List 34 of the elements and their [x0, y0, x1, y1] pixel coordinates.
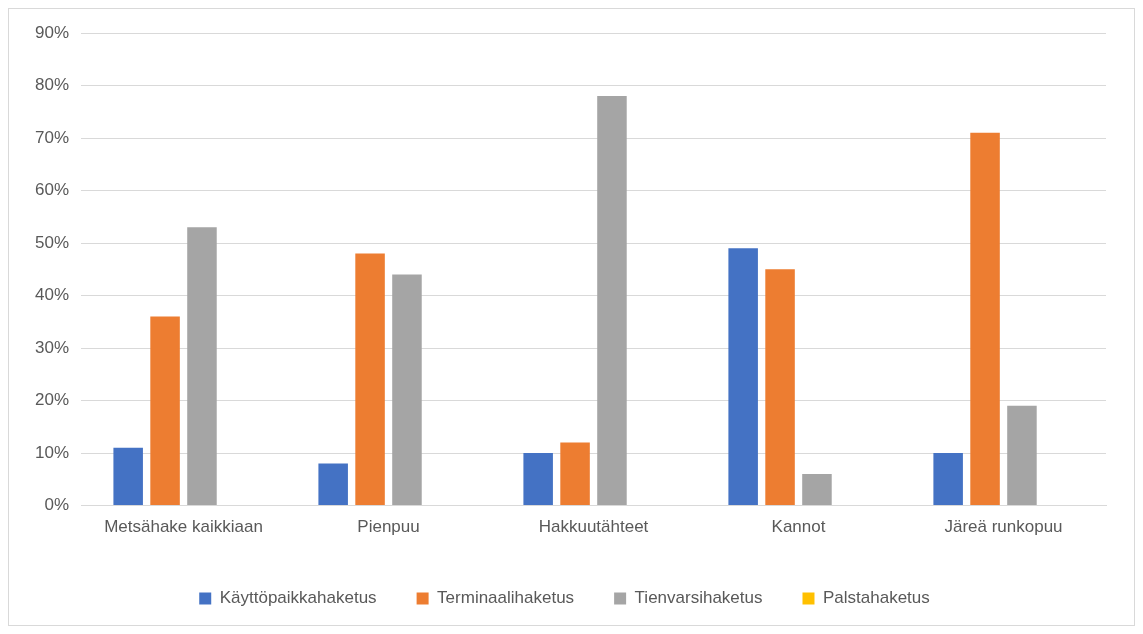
- bar: [933, 453, 963, 506]
- x-tick-label: Kannot: [771, 517, 826, 537]
- legend-label: Tienvarsihaketus: [634, 588, 763, 608]
- y-tick-label: 50%: [34, 232, 70, 252]
- y-tick-label: 20%: [34, 390, 70, 410]
- y-tick-label: 90%: [34, 22, 70, 42]
- x-tick-label: Järeä runkopuu: [944, 517, 1063, 537]
- bar: [728, 248, 758, 506]
- bar: [560, 442, 590, 506]
- y-tick-label: 40%: [34, 285, 70, 305]
- legend-label: Palstahaketus: [822, 588, 930, 608]
- bar: [597, 96, 627, 506]
- y-tick-label: 80%: [34, 75, 70, 95]
- bar: [970, 132, 1000, 506]
- bar: [802, 474, 832, 506]
- bar: [187, 227, 217, 506]
- bar: [355, 253, 385, 506]
- y-tick-label: 0%: [44, 495, 70, 515]
- bar: [523, 453, 553, 506]
- y-tick-label: 30%: [34, 337, 70, 357]
- legend-label: Terminaalihaketus: [437, 588, 575, 608]
- bar: [318, 463, 348, 506]
- bar: [765, 269, 795, 506]
- bar: [1007, 405, 1037, 506]
- x-tick-label: Metsähake kaikkiaan: [104, 517, 263, 537]
- bar: [150, 316, 180, 506]
- y-tick-label: 10%: [34, 442, 70, 462]
- bar: [392, 274, 422, 506]
- legend-label: Käyttöpaikkahaketus: [219, 588, 377, 608]
- x-tick-label: Hakkuutähteet: [538, 517, 649, 537]
- x-tick-label: Pienpuu: [357, 517, 420, 537]
- y-tick-label: 60%: [34, 180, 70, 200]
- bar: [113, 447, 143, 506]
- y-tick-label: 70%: [34, 127, 70, 147]
